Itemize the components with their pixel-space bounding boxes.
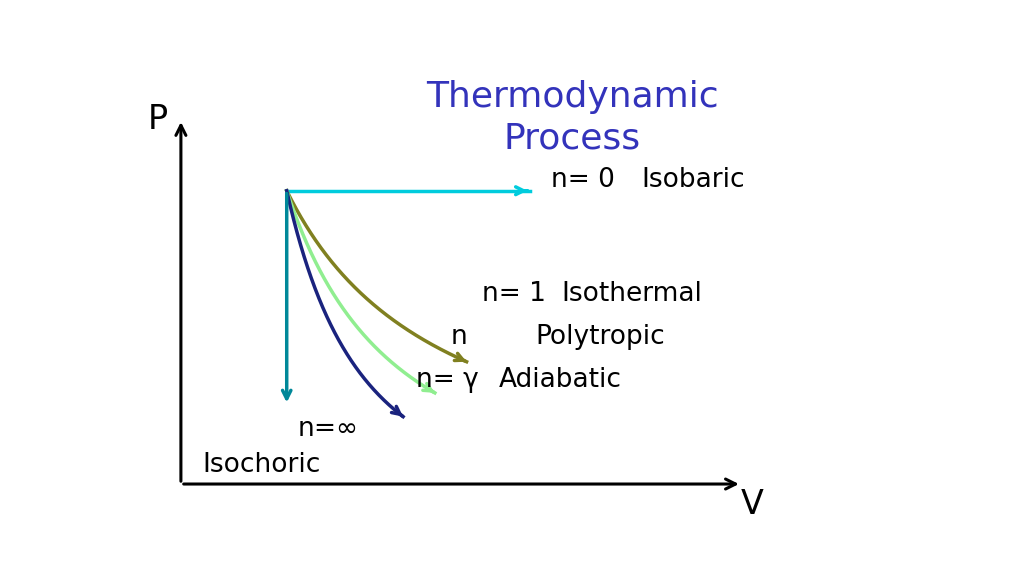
- Text: n= γ: n= γ: [416, 367, 478, 393]
- Text: Isobaric: Isobaric: [641, 167, 744, 193]
- Text: V: V: [740, 487, 764, 521]
- Text: Adiabatic: Adiabatic: [499, 367, 622, 393]
- Text: Isothermal: Isothermal: [562, 282, 702, 308]
- Text: n=$\infty$: n=$\infty$: [297, 416, 357, 442]
- Text: Thermodynamic
Process: Thermodynamic Process: [426, 80, 719, 156]
- Text: Isochoric: Isochoric: [202, 452, 321, 478]
- Text: n= 0: n= 0: [551, 167, 615, 193]
- Text: n= 1: n= 1: [482, 282, 547, 308]
- Text: P: P: [147, 103, 168, 136]
- Text: Polytropic: Polytropic: [536, 324, 666, 350]
- Text: n: n: [451, 324, 468, 350]
